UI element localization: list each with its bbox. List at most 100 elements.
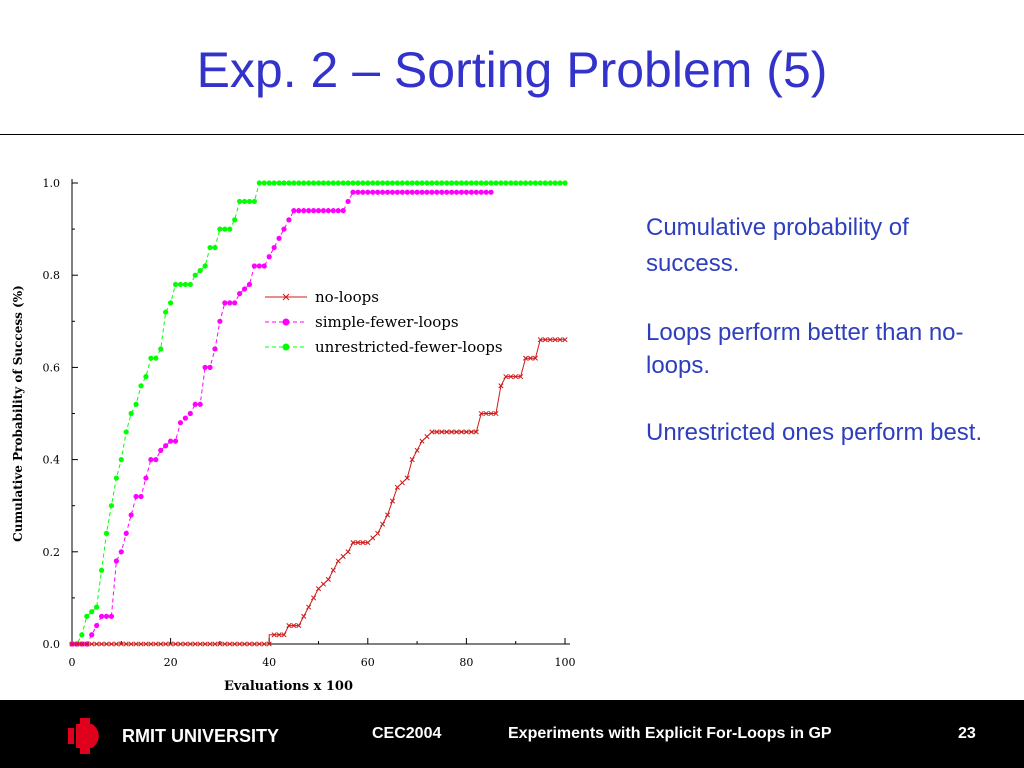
data-point-unrestricted-fewer-loops <box>163 309 169 315</box>
data-point-unrestricted-fewer-loops <box>237 198 243 205</box>
x-tick-label: 100 <box>555 656 576 669</box>
data-point-simple-fewer-loops <box>168 438 174 444</box>
data-point-unrestricted-fewer-loops <box>557 180 563 186</box>
data-point-unrestricted-fewer-loops <box>522 180 529 186</box>
chart-legend: no-loops simple-fewer-loops unrestricted-f… <box>265 288 503 356</box>
data-point-unrestricted-fewer-loops <box>271 180 277 186</box>
data-point-unrestricted-fewer-loops <box>286 180 292 186</box>
data-point-unrestricted-fewer-loops <box>365 180 371 186</box>
data-point-simple-fewer-loops <box>419 189 425 195</box>
series-no-loops <box>69 337 568 647</box>
series-line-no-loops <box>72 339 565 645</box>
data-point-no-loops <box>449 429 455 435</box>
data-point-simple-fewer-loops <box>335 208 341 214</box>
data-point-no-loops <box>345 549 351 555</box>
data-point-no-loops <box>513 374 519 380</box>
data-point-simple-fewer-loops <box>439 189 445 195</box>
data-point-no-loops <box>503 374 509 380</box>
data-point-simple-fewer-loops <box>133 493 139 500</box>
data-point-no-loops <box>123 641 129 647</box>
data-point-no-loops <box>498 383 504 389</box>
data-point-unrestricted-fewer-loops <box>350 180 356 186</box>
data-point-simple-fewer-loops <box>281 226 287 232</box>
data-point-no-loops <box>508 374 514 380</box>
bullet-loops-better: Loops perform better than no-loops. <box>646 319 964 379</box>
data-point-simple-fewer-loops <box>177 420 184 426</box>
data-point-unrestricted-fewer-loops <box>468 180 474 186</box>
rmit-logo-icon <box>68 718 99 754</box>
data-point-simple-fewer-loops <box>379 189 386 195</box>
y-tick-label: 1.0 <box>43 177 61 190</box>
data-point-no-loops <box>153 641 159 647</box>
data-point-simple-fewer-loops <box>345 198 351 205</box>
data-point-unrestricted-fewer-loops <box>79 632 85 638</box>
footer-talk-title: Experiments with Explicit For-Loops in G… <box>508 725 832 742</box>
data-point-unrestricted-fewer-loops <box>384 180 391 186</box>
data-point-unrestricted-fewer-loops <box>123 429 129 435</box>
data-point-no-loops <box>409 457 415 463</box>
data-point-unrestricted-fewer-loops <box>306 180 312 186</box>
bullet-list: Cumulative probability of success. Loops… <box>646 210 996 483</box>
data-point-simple-fewer-loops <box>355 189 361 195</box>
data-point-unrestricted-fewer-loops <box>498 180 504 186</box>
data-point-unrestricted-fewer-loops <box>227 226 233 232</box>
data-point-unrestricted-fewer-loops <box>177 281 184 288</box>
data-point-no-loops <box>399 480 405 486</box>
data-point-unrestricted-fewer-loops <box>182 281 188 288</box>
data-point-no-loops <box>488 410 494 417</box>
slide-title: Exp. 2 – Sorting Problem (5) <box>196 42 828 98</box>
data-point-unrestricted-fewer-loops <box>473 180 479 186</box>
data-point-simple-fewer-loops <box>310 208 317 214</box>
data-point-no-loops <box>453 429 460 435</box>
data-point-unrestricted-fewer-loops <box>552 180 558 186</box>
footer-page-number: 23 <box>958 725 976 742</box>
data-point-simple-fewer-loops <box>291 208 297 214</box>
data-point-unrestricted-fewer-loops <box>281 180 287 186</box>
data-point-no-loops <box>325 576 331 583</box>
y-tick-label: 0.2 <box>43 546 61 559</box>
data-point-unrestricted-fewer-loops <box>202 263 208 269</box>
data-point-no-loops <box>69 641 75 647</box>
data-point-simple-fewer-loops <box>197 401 203 407</box>
data-point-simple-fewer-loops <box>241 286 248 292</box>
data-point-simple-fewer-loops <box>187 410 193 417</box>
data-point-unrestricted-fewer-loops <box>532 180 539 186</box>
data-point-unrestricted-fewer-loops <box>340 180 346 186</box>
data-point-no-loops <box>276 632 282 638</box>
data-point-simple-fewer-loops <box>202 364 208 370</box>
data-point-unrestricted-fewer-loops <box>291 180 297 186</box>
data-point-no-loops <box>552 337 558 343</box>
data-point-simple-fewer-loops <box>212 346 218 352</box>
data-point-unrestricted-fewer-loops <box>345 180 351 186</box>
data-point-unrestricted-fewer-loops <box>217 226 223 232</box>
data-point-unrestricted-fewer-loops <box>187 281 193 288</box>
data-point-no-loops <box>424 433 430 440</box>
data-point-unrestricted-fewer-loops <box>453 180 460 186</box>
data-point-unrestricted-fewer-loops <box>424 180 430 186</box>
data-point-unrestricted-fewer-loops <box>325 180 331 186</box>
x-tick-label: 40 <box>262 656 276 669</box>
data-point-simple-fewer-loops <box>389 189 396 195</box>
data-point-unrestricted-fewer-loops <box>330 180 336 186</box>
data-point-no-loops <box>439 429 445 435</box>
data-point-no-loops <box>404 475 410 481</box>
data-point-simple-fewer-loops <box>399 189 405 195</box>
data-point-simple-fewer-loops <box>473 189 479 195</box>
data-point-no-loops <box>537 337 543 343</box>
data-point-unrestricted-fewer-loops <box>315 180 322 186</box>
data-point-simple-fewer-loops <box>256 263 262 269</box>
data-point-unrestricted-fewer-loops <box>143 374 149 380</box>
data-point-no-loops <box>187 641 193 647</box>
data-point-unrestricted-fewer-loops <box>232 217 238 223</box>
data-point-unrestricted-fewer-loops <box>168 300 174 306</box>
legend-marker-unrestricted-fewer-loops <box>282 343 290 351</box>
data-point-unrestricted-fewer-loops <box>128 410 134 417</box>
data-point-no-loops <box>389 498 396 504</box>
data-point-simple-fewer-loops <box>458 189 465 195</box>
data-point-unrestricted-fewer-loops <box>89 609 95 615</box>
legend-marker-no-loops <box>282 293 290 301</box>
data-point-simple-fewer-loops <box>192 401 198 407</box>
data-point-unrestricted-fewer-loops <box>212 244 218 251</box>
series-unrestricted-fewer-loops <box>69 180 568 647</box>
data-point-no-loops <box>444 429 450 435</box>
